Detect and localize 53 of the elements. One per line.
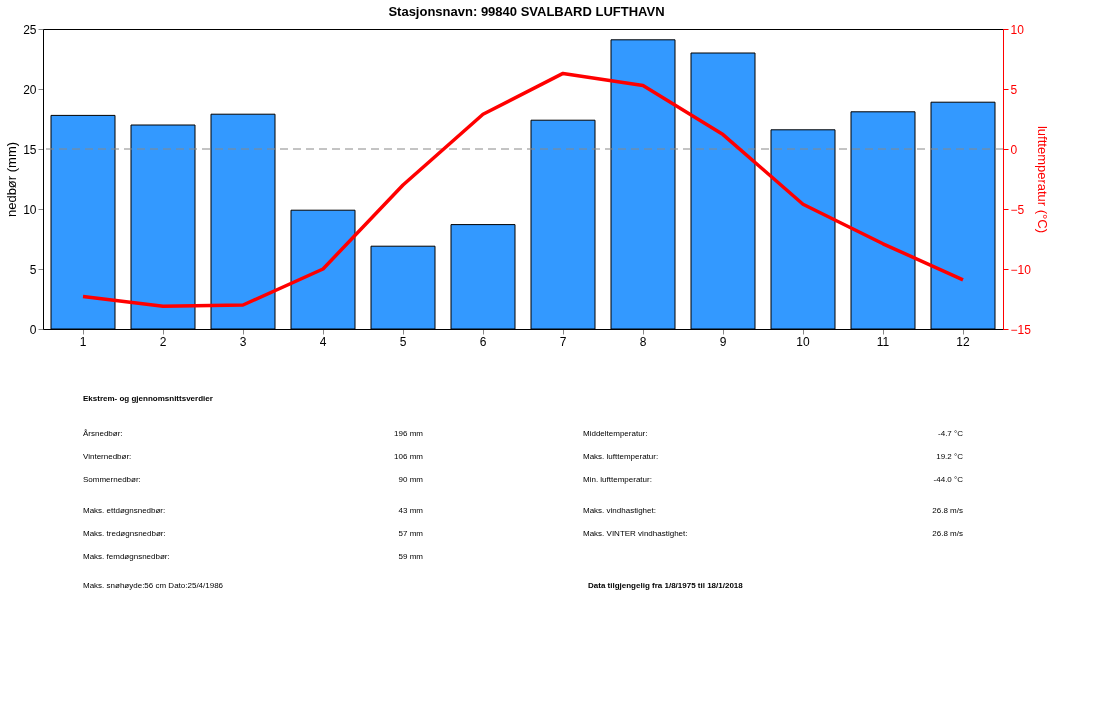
text: -4.7 °C	[938, 429, 964, 438]
text: 26.8 m/s	[932, 529, 963, 538]
text: Maks. vindhastighet:	[583, 506, 656, 515]
text: 90 mm	[398, 475, 424, 484]
text: Årsnedbør:	[83, 429, 123, 438]
chart-title: Stasjonsnavn: 99840 SVALBARD LUFTHAVN	[388, 3, 665, 19]
text: 19.2 °C	[936, 452, 964, 461]
x-tick-label: 6	[479, 334, 487, 349]
line-series	[81, 71, 965, 308]
text: 57 mm	[398, 529, 424, 538]
x-tick-label: 1	[79, 334, 87, 349]
text: Maks. femdøgnsnedbør:	[83, 552, 170, 561]
text: Min. lufttemperatur:	[583, 475, 652, 484]
x-tick-label: 12	[956, 334, 970, 349]
x-tick-label: 11	[876, 334, 890, 349]
y-tick-label: 0	[29, 322, 37, 337]
x-tick-label: 10	[796, 334, 810, 349]
text: Ekstrem- og gjennomsnittsverdier	[83, 394, 213, 403]
text: Data tilgjengelig fra 1/8/1975 til 18/1/2018	[588, 581, 744, 590]
text: Maks. lufttemperatur:	[583, 452, 659, 461]
text: Middeltemperatur:	[583, 429, 648, 438]
text: 196 mm	[394, 429, 424, 438]
y2-tick-label: −10	[1010, 262, 1032, 277]
text: Maks. VINTER vindhastighet:	[583, 529, 688, 538]
y-axis-title: nedbør (mm)	[4, 141, 20, 218]
text: 59 mm	[398, 552, 424, 561]
text: -44.0 °C	[933, 475, 964, 484]
y-tick-label: 10	[23, 202, 37, 217]
y2-tick-label: 10	[1010, 22, 1025, 37]
text: Maks. snøhøyde:56 cm Dato:25/4/1986	[83, 581, 224, 590]
text: 43 mm	[398, 506, 424, 515]
y2-axis-title: lufttemperatur (°C)	[1034, 125, 1050, 234]
x-tick-label: 7	[559, 334, 567, 349]
x-tick-label: 5	[399, 334, 407, 349]
x-tick-label: 2	[159, 334, 167, 349]
x-tick-label: 9	[719, 334, 727, 349]
text: Vinternedbør:	[83, 452, 132, 461]
x-tick-label: 8	[639, 334, 647, 349]
x-tick-label: 4	[319, 334, 327, 349]
y-tick-label: 5	[29, 262, 37, 277]
text: Maks. tredøgnsnedbør:	[83, 529, 166, 538]
text: 106 mm	[394, 452, 424, 461]
y2-tick-label: 0	[1010, 142, 1018, 157]
y-tick-label: 25	[23, 22, 37, 37]
y-tick-label: 20	[23, 82, 37, 97]
y-tick-label: 15	[23, 142, 37, 157]
y2-tick-label: 5	[1010, 82, 1018, 97]
y2-tick-label: −15	[1010, 322, 1032, 337]
x-tick-label: 3	[239, 334, 247, 349]
text: Sommernedbør:	[83, 475, 141, 484]
text: Maks. ettdøgnsnedbør:	[83, 506, 166, 515]
text: 26.8 m/s	[932, 506, 963, 515]
y2-tick-label: −5	[1010, 202, 1025, 217]
